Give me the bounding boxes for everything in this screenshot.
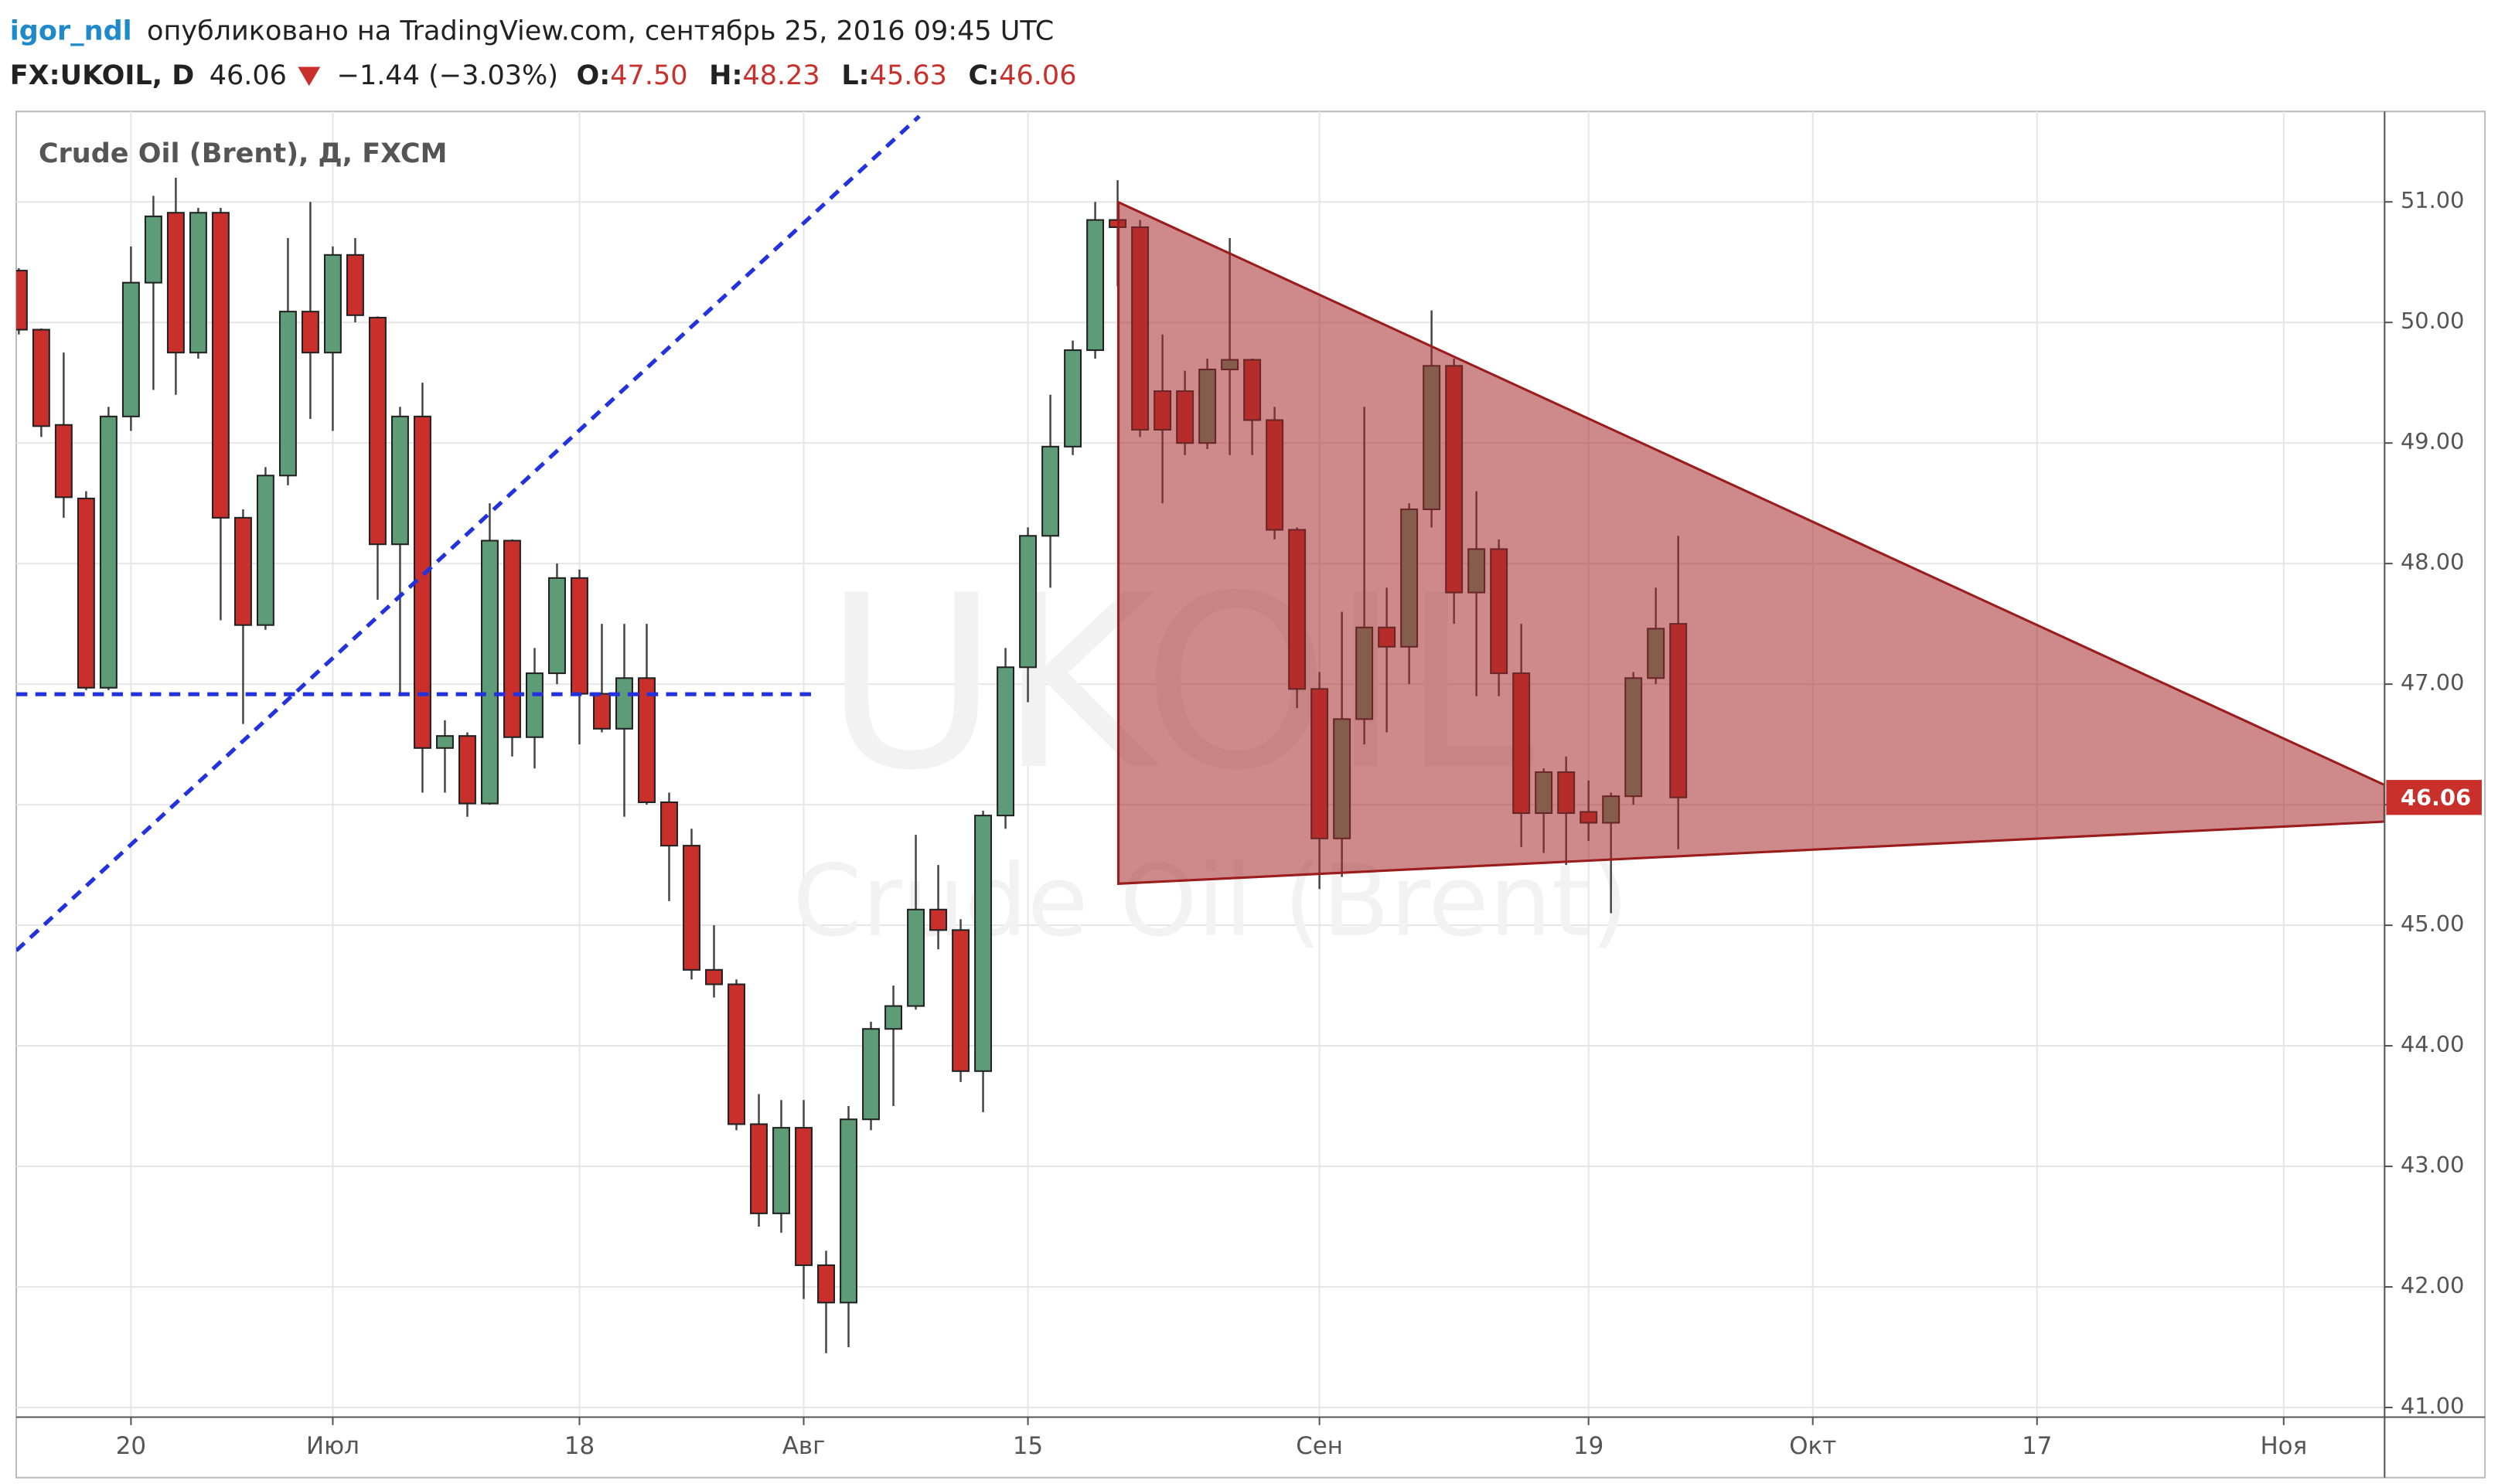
- quote-line: FX:UKOIL, D 46.06 −1.44 (−3.03%) O:47.50…: [10, 60, 1077, 91]
- change: −1.44 (−3.03%): [337, 60, 558, 91]
- candle-body: [278, 311, 297, 477]
- candle-body: [301, 311, 319, 354]
- y-tick-label: 44.00: [2401, 1031, 2465, 1057]
- ohlc-value: 47.50: [610, 60, 687, 91]
- candle-body: [952, 929, 970, 1072]
- y-tick-label: 51.00: [2401, 187, 2465, 213]
- candle-body: [772, 1127, 790, 1214]
- candle-body: [660, 801, 678, 847]
- price-tag: 46.06: [2401, 785, 2471, 811]
- candle-body: [974, 815, 993, 1072]
- candle-body: [615, 677, 633, 730]
- header-line-1: igor_ndl опубликовано на TradingView.com…: [10, 15, 1054, 47]
- candle-body: [548, 577, 566, 675]
- ohlc-label: C:: [969, 60, 1000, 91]
- candle-body: [884, 1005, 903, 1030]
- candle-body: [211, 212, 230, 519]
- candle-body: [795, 1127, 813, 1266]
- candle-body: [480, 539, 499, 805]
- x-tick-label: Окт: [1789, 1432, 1836, 1460]
- candle-body: [15, 270, 28, 331]
- candle-body: [144, 215, 162, 284]
- candle-body: [526, 672, 544, 738]
- x-tick-label: Ноя: [2260, 1432, 2307, 1460]
- candle-body: [750, 1123, 768, 1214]
- candle-body: [77, 497, 95, 689]
- candle-body: [705, 968, 723, 985]
- candle-body: [1086, 219, 1105, 352]
- candle-body: [1041, 445, 1060, 537]
- last-price: 46.06: [210, 60, 287, 91]
- candle-body: [907, 908, 925, 1007]
- candle-body: [121, 281, 140, 417]
- candle-body: [728, 983, 745, 1125]
- x-tick-label: Июл: [306, 1432, 360, 1460]
- candle-body: [346, 254, 364, 316]
- y-tick-label: 45.00: [2401, 910, 2465, 937]
- axes: 41.0042.0043.0044.0045.0046.0047.0048.00…: [116, 187, 2483, 1460]
- candle-body: [840, 1118, 858, 1304]
- candle-body: [323, 254, 342, 354]
- ohlc-value: 45.63: [870, 60, 947, 91]
- header-line-2: FX:UKOIL, D 46.06 −1.44 (−3.03%) O:47.50…: [10, 60, 1077, 91]
- candle-body: [189, 212, 207, 354]
- candle-body: [99, 415, 118, 689]
- candle-body: [571, 577, 588, 695]
- candle-body: [435, 735, 454, 749]
- y-tick-label: 43.00: [2401, 1152, 2465, 1178]
- y-tick-label: 50.00: [2401, 308, 2465, 334]
- candle-body: [368, 316, 387, 546]
- chart-legend: Crude Oil (Brent), Д, FXCM: [39, 138, 448, 169]
- price-tag-bg: [2386, 780, 2483, 815]
- ohlc-label: H:: [709, 60, 742, 91]
- y-tick-label: 48.00: [2401, 549, 2465, 575]
- down-arrow: [298, 66, 321, 87]
- symbol: FX:UKOIL, D: [10, 60, 195, 91]
- y-tick-label: 41.00: [2401, 1393, 2465, 1419]
- published: опубликовано на TradingView.com, сентябр…: [147, 15, 1054, 47]
- ohlc-value: 46.06: [999, 60, 1076, 91]
- candle-body: [1064, 349, 1082, 448]
- candle-body: [503, 539, 521, 738]
- candle-body: [593, 693, 611, 730]
- y-tick-label: 49.00: [2401, 428, 2465, 454]
- candle-body: [32, 328, 50, 427]
- candle-body: [166, 212, 185, 354]
- candle-body: [817, 1264, 836, 1304]
- x-tick-label: 18: [564, 1432, 595, 1460]
- candle-body: [638, 677, 656, 804]
- candle-body: [458, 735, 476, 805]
- triangle-pattern[interactable]: [1117, 200, 2385, 885]
- y-tick-label: 42.00: [2401, 1272, 2465, 1298]
- candle-body: [997, 666, 1015, 817]
- drawings: [15, 114, 2385, 952]
- x-tick-label: 15: [1013, 1432, 1043, 1460]
- candle-body: [862, 1028, 881, 1121]
- candle-body: [929, 908, 948, 931]
- ohlc-label: L:: [841, 60, 869, 91]
- x-tick-label: Авг: [782, 1432, 826, 1460]
- candle-body: [256, 475, 274, 626]
- author[interactable]: igor_ndl: [10, 15, 132, 47]
- x-tick-label: 19: [1573, 1432, 1603, 1460]
- chart-frame: [15, 111, 2486, 1479]
- y-tick-label: 47.00: [2401, 669, 2465, 696]
- x-tick-label: 20: [116, 1432, 146, 1460]
- candle-body: [233, 516, 252, 626]
- trend-line[interactable]: [15, 114, 921, 952]
- x-tick-label: 17: [2022, 1432, 2052, 1460]
- x-tick-label: Сен: [1296, 1432, 1343, 1460]
- candle-body: [54, 424, 73, 499]
- ohlc-label: O:: [577, 60, 611, 91]
- candle-body: [390, 415, 409, 546]
- candle-body: [1019, 535, 1038, 669]
- candle-body: [683, 845, 700, 971]
- ohlc-value: 48.23: [742, 60, 820, 91]
